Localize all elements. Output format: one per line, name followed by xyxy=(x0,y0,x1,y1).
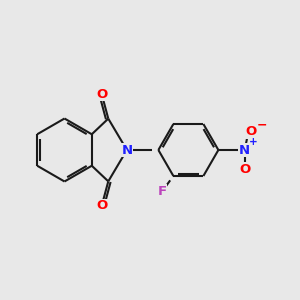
Text: +: + xyxy=(249,136,258,147)
Text: −: − xyxy=(256,118,267,131)
Text: O: O xyxy=(96,200,107,212)
Text: O: O xyxy=(239,163,250,176)
Text: N: N xyxy=(239,143,250,157)
Text: N: N xyxy=(121,143,132,157)
Text: O: O xyxy=(96,88,107,100)
Text: O: O xyxy=(245,125,256,138)
Text: F: F xyxy=(158,185,166,198)
